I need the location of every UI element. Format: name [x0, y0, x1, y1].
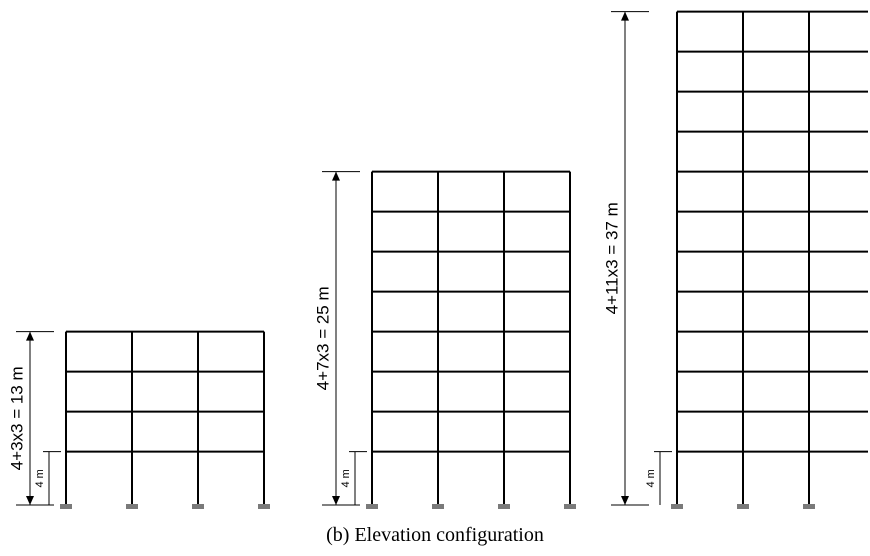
frame-4-story: 4+3x3 = 13 m 4 m [7, 330, 270, 509]
arrow-down-icon [621, 496, 629, 505]
total-height-label: 4+3x3 = 13 m [7, 366, 26, 470]
arrow-up-icon [621, 11, 629, 21]
fixed-support [737, 504, 749, 509]
fixed-support [803, 504, 815, 509]
arrow-down-icon [332, 496, 340, 505]
fixed-support [126, 504, 138, 509]
arrow-down-icon [26, 496, 34, 505]
arrow-up-icon [26, 331, 34, 341]
frame-12-story: 4+11x3 = 37 m 4 m [602, 10, 868, 509]
arrow-up-icon [332, 171, 340, 181]
first-story-label: 4 m [645, 469, 657, 487]
total-height-label: 4+11x3 = 37 m [602, 202, 621, 314]
figure-caption: (b) Elevation configuration [326, 524, 544, 546]
fixed-support [366, 504, 378, 509]
fixed-support [60, 504, 72, 509]
fixed-support [432, 504, 444, 509]
frame-8-story: 4+7x3 = 25 m 4 m [313, 170, 576, 509]
fixed-support [192, 504, 204, 509]
fixed-support [498, 504, 510, 509]
fixed-support [671, 504, 683, 509]
first-story-label: 4 m [34, 469, 46, 487]
fixed-support [564, 504, 576, 509]
fixed-support [258, 504, 270, 509]
total-height-label: 4+7x3 = 25 m [313, 286, 332, 390]
first-story-label: 4 m [340, 469, 352, 487]
